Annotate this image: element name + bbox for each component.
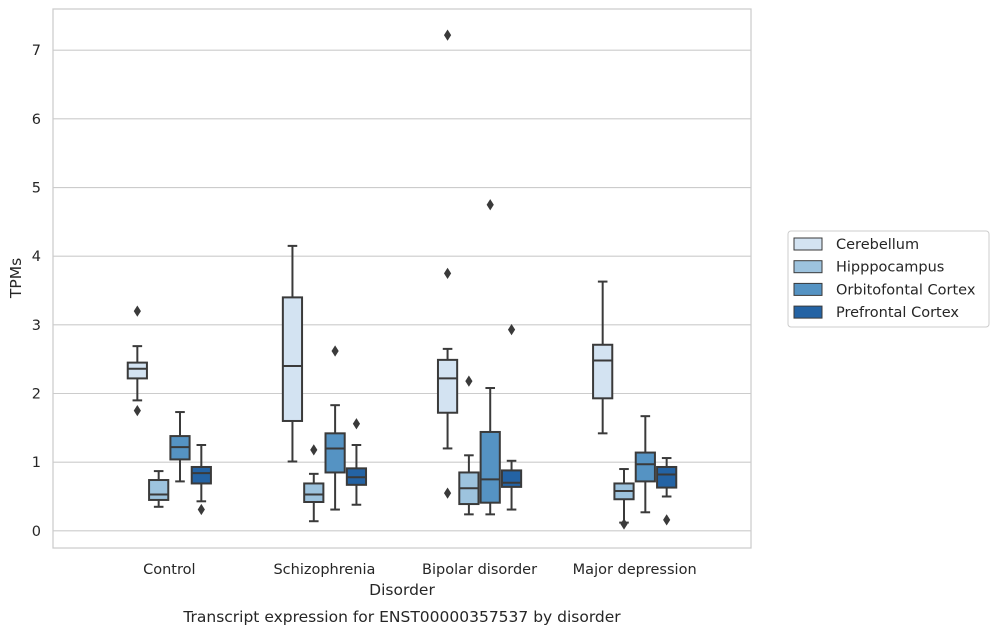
legend-label: Hipppocampus bbox=[836, 260, 944, 276]
box-2-1 bbox=[324, 345, 346, 511]
box-1-2 bbox=[458, 375, 480, 516]
outlier-marker bbox=[507, 324, 516, 336]
box-body bbox=[500, 469, 523, 488]
y-tick-label: 4 bbox=[32, 249, 41, 265]
outlier-marker bbox=[465, 375, 473, 387]
y-tick-label: 6 bbox=[32, 112, 41, 128]
box-3-0 bbox=[190, 444, 212, 516]
box-2-2 bbox=[479, 199, 501, 516]
y-axis-ticks: 0 1 2 3 4 5 6 7 bbox=[32, 43, 41, 540]
outlier-marker bbox=[133, 405, 141, 417]
outlier-marker bbox=[443, 487, 452, 499]
legend-label: Cerebellum bbox=[836, 237, 919, 253]
outlier-marker bbox=[352, 418, 361, 430]
outlier-marker bbox=[620, 518, 628, 530]
legend-label: Prefrontal Cortex bbox=[836, 305, 959, 321]
box-0-1 bbox=[281, 244, 304, 463]
box-body bbox=[634, 451, 656, 483]
box-0-0 bbox=[126, 305, 148, 417]
y-tick-label: 0 bbox=[32, 524, 41, 540]
box-3-1 bbox=[345, 418, 368, 506]
legend-swatch bbox=[793, 282, 823, 296]
y-tick-label: 1 bbox=[32, 455, 41, 471]
plot-frame bbox=[52, 8, 752, 549]
x-tick-label: Major depression bbox=[573, 562, 697, 578]
outlier-marker bbox=[133, 305, 141, 317]
box-2-3 bbox=[634, 415, 656, 514]
box-3-2 bbox=[500, 324, 523, 511]
y-tick-label: 3 bbox=[32, 318, 41, 334]
legend-frame bbox=[787, 230, 990, 328]
legend-label: Orbitofontal Cortex bbox=[836, 282, 976, 298]
box-body bbox=[479, 430, 501, 504]
x-axis-label: Disorder bbox=[369, 581, 435, 599]
box-body bbox=[436, 358, 459, 414]
box-body bbox=[303, 482, 325, 503]
box-1-3 bbox=[613, 468, 635, 530]
legend: Cerebellum Hipppocampus Orbitofontal Corte… bbox=[787, 230, 990, 328]
y-tick-label: 7 bbox=[32, 43, 41, 59]
x-axis-ticks: Control Schizophrenia Bipolar disorder Majo… bbox=[143, 562, 697, 578]
legend-swatch bbox=[793, 260, 823, 274]
box-1-1 bbox=[303, 444, 325, 523]
box-series bbox=[126, 29, 678, 530]
outlier-marker bbox=[443, 29, 452, 41]
outlier-marker bbox=[443, 267, 452, 279]
y-tick-label: 2 bbox=[32, 387, 41, 403]
box-body bbox=[592, 343, 614, 400]
box-body bbox=[656, 465, 678, 489]
x-tick-label: Bipolar disorder bbox=[422, 562, 537, 578]
gridlines bbox=[53, 49, 751, 532]
x-tick-label: Schizophrenia bbox=[273, 562, 375, 578]
box-body bbox=[190, 465, 212, 485]
outlier-marker bbox=[331, 345, 339, 357]
outlier-marker bbox=[486, 199, 494, 211]
outlier-marker bbox=[197, 503, 205, 516]
legend-swatch bbox=[793, 305, 823, 319]
box-body bbox=[324, 432, 346, 474]
outlier-marker bbox=[663, 514, 671, 526]
legend-swatch bbox=[793, 237, 823, 251]
box-body bbox=[281, 296, 304, 422]
box-body bbox=[126, 361, 148, 380]
y-axis-label: TPMs bbox=[7, 258, 25, 299]
box-3-3 bbox=[656, 457, 678, 526]
chart-caption: Transcript expression for ENST0000035753… bbox=[182, 608, 621, 626]
box-body bbox=[148, 479, 170, 501]
box-2-0 bbox=[169, 411, 191, 483]
outlier-marker bbox=[310, 444, 318, 456]
box-1-0 bbox=[148, 470, 170, 508]
box-0-3 bbox=[592, 280, 614, 435]
y-tick-label: 5 bbox=[32, 181, 41, 197]
x-tick-label: Control bbox=[143, 562, 195, 578]
box-0-2 bbox=[436, 29, 459, 499]
